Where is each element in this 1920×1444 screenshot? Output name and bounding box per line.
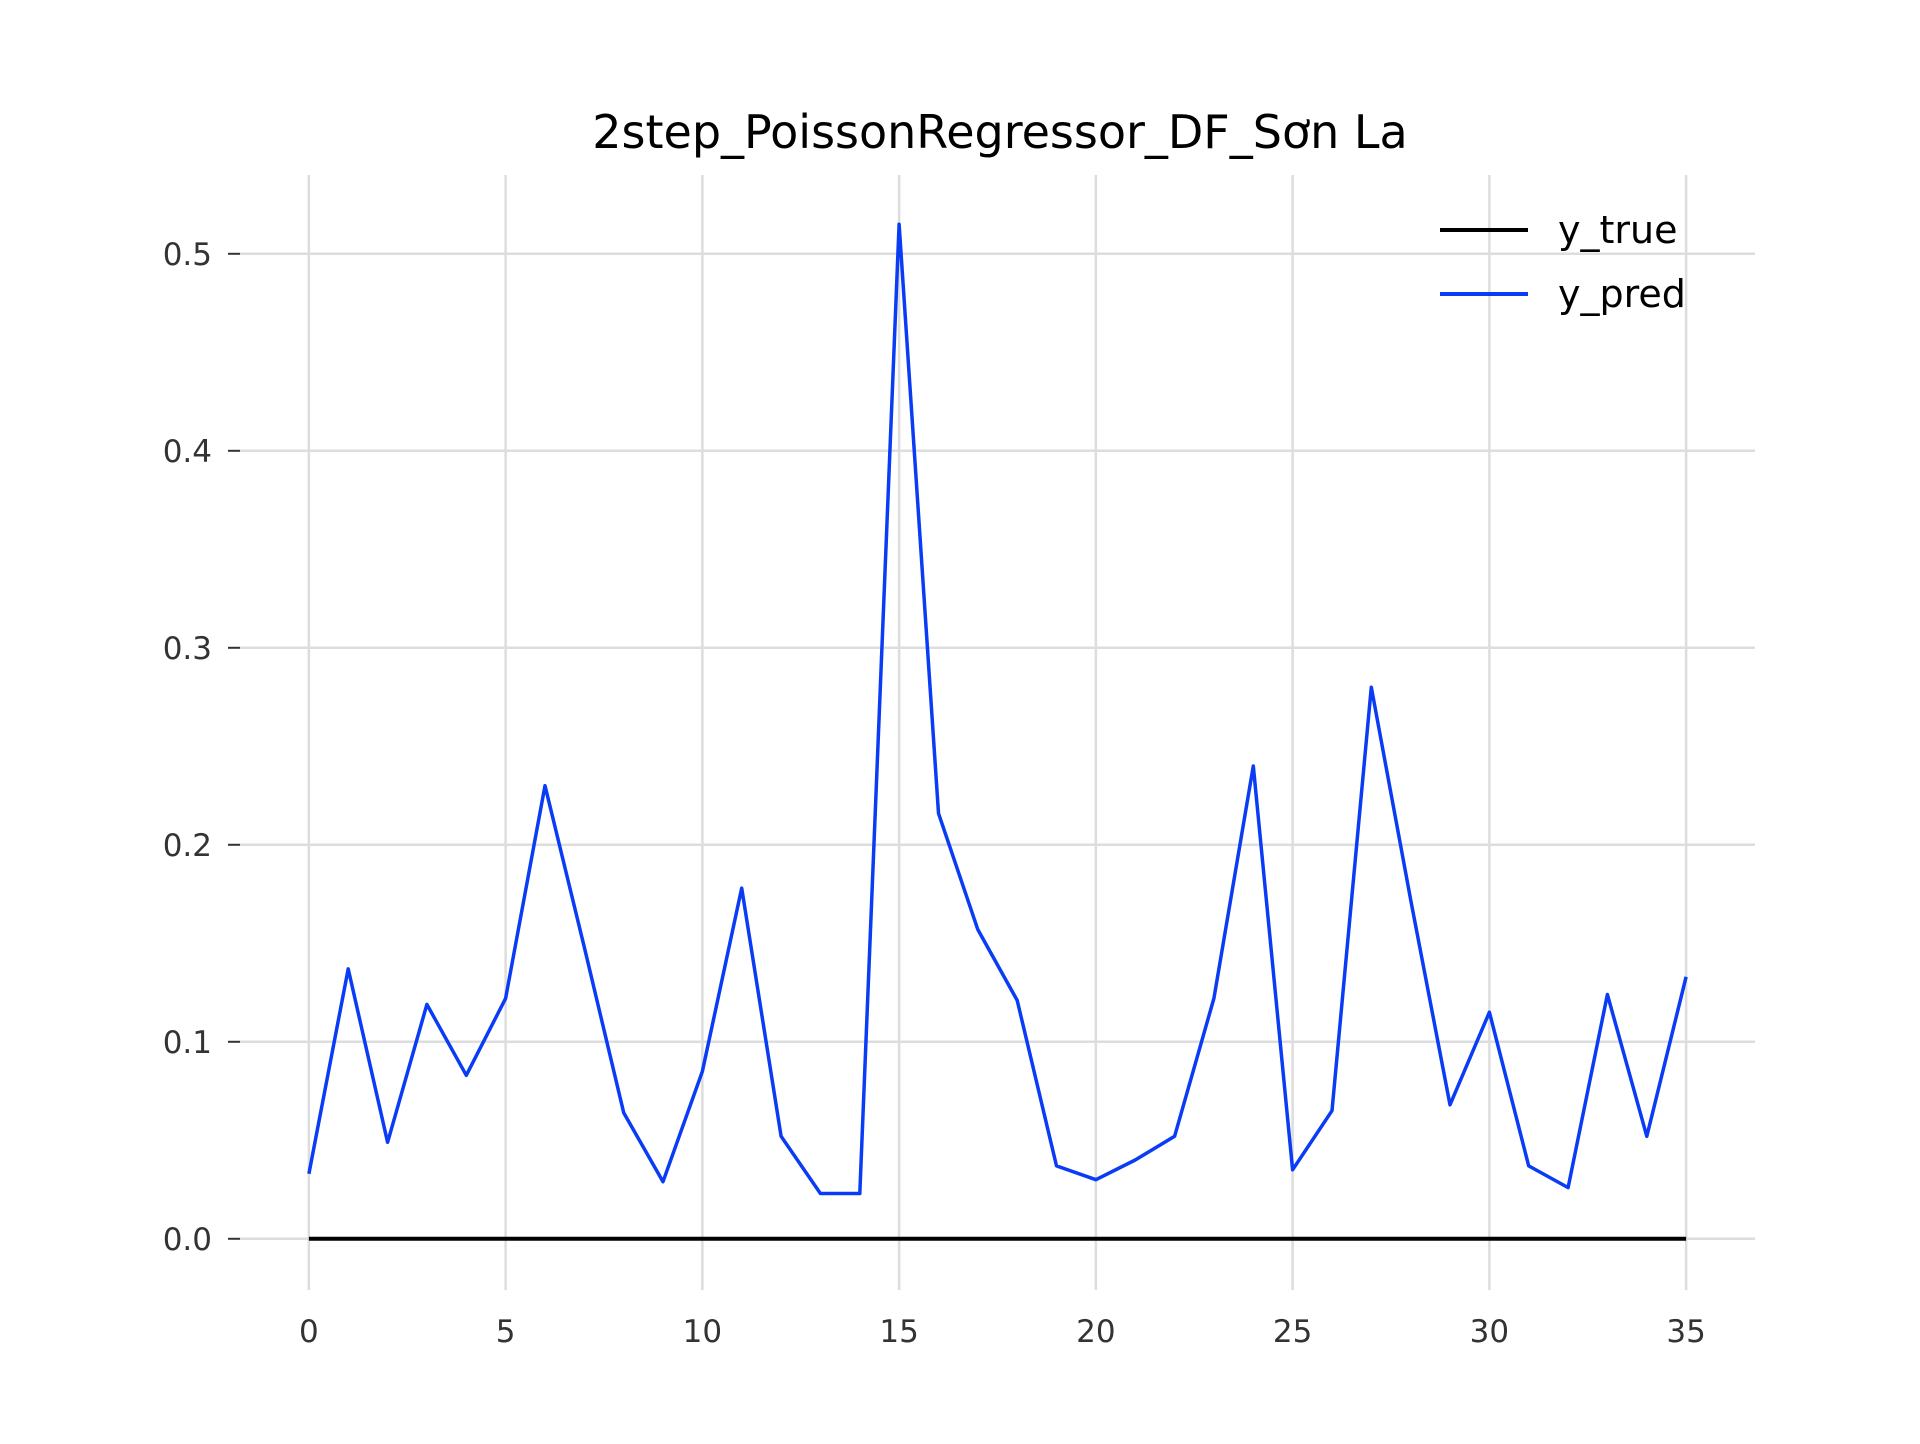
y-tick-label: 0.4: [163, 434, 212, 470]
grid: [240, 175, 1755, 1290]
x-tick-label: 15: [879, 1314, 918, 1350]
series-line-y-pred: [307, 222, 1688, 1196]
legend: y_true y_pred: [1440, 208, 1686, 316]
x-tick-label: 25: [1273, 1314, 1312, 1350]
axes: 0 5 10 15 20 25 30 35 0.0 0.1 0.2 0.3 0.4 0.5: [163, 237, 1706, 1350]
y-tick-label: 0.5: [163, 237, 212, 273]
chart-title: 2step_PoissonRegressor_DF_Sơn La: [592, 105, 1407, 159]
legend-label-y-true: y_true: [1558, 208, 1677, 252]
x-tick-label: 5: [496, 1314, 516, 1350]
y-tick-label: 0.0: [163, 1222, 212, 1258]
legend-label-y-pred: y_pred: [1558, 272, 1686, 316]
x-tick-label: 0: [299, 1314, 319, 1350]
x-tick-label: 35: [1666, 1314, 1705, 1350]
y-tick-label: 0.1: [163, 1025, 212, 1061]
x-tick-label: 20: [1076, 1314, 1115, 1350]
x-tick-label: 10: [683, 1314, 722, 1350]
x-tick-label: 30: [1470, 1314, 1509, 1350]
series-lines: [307, 222, 1688, 1241]
y-tick-label: 0.3: [163, 631, 212, 667]
y-tick-label: 0.2: [163, 828, 212, 864]
